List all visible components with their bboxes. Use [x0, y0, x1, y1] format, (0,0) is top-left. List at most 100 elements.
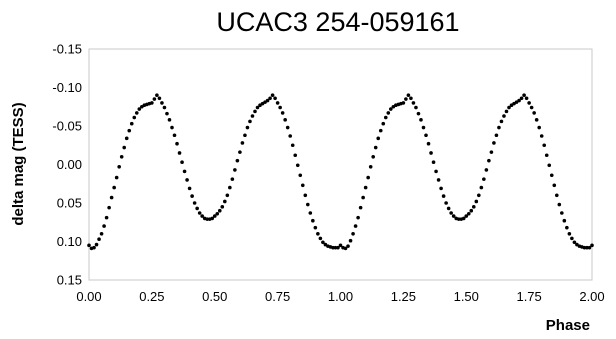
data-point: [253, 109, 257, 114]
data-point: [290, 143, 295, 148]
data-point: [104, 215, 109, 220]
data-point: [381, 121, 386, 126]
data-point: [331, 245, 335, 250]
data-point: [197, 211, 202, 215]
data-point: [283, 118, 287, 122]
data-point: [165, 111, 169, 116]
data-point: [275, 101, 280, 105]
data-point: [97, 237, 101, 241]
data-point: [346, 244, 350, 248]
data-point: [117, 165, 121, 169]
data-point: [167, 118, 172, 122]
data-point: [466, 211, 471, 216]
chart-title: UCAC3 254-059161: [216, 7, 459, 37]
data-point: [172, 133, 177, 138]
data-point: [484, 168, 489, 172]
plot-area-frame: [88, 48, 593, 281]
data-point: [560, 211, 564, 215]
x-tick-label: 0.25: [139, 289, 164, 304]
y-tick-label: -0.15: [52, 42, 82, 57]
data-point: [424, 133, 428, 138]
x-tick-label: 0.50: [202, 289, 227, 304]
data-point: [351, 232, 355, 236]
data-point: [132, 115, 137, 120]
data-point: [449, 211, 453, 215]
data-point: [477, 193, 481, 198]
data-point: [487, 158, 491, 163]
data-point: [268, 96, 272, 101]
data-point: [439, 186, 443, 191]
data-point: [587, 245, 592, 250]
data-point: [494, 133, 499, 138]
x-tick-label: 2.00: [579, 289, 604, 304]
data-point: [230, 177, 235, 181]
data-point: [436, 178, 441, 182]
data-point: [492, 141, 496, 145]
data-point: [547, 163, 552, 168]
data-point: [361, 195, 365, 200]
data-point: [499, 119, 504, 124]
data-point: [107, 205, 111, 210]
data-point: [278, 105, 282, 110]
data-point: [366, 175, 370, 180]
data-point: [406, 93, 411, 97]
data-point: [92, 245, 96, 250]
data-point: [497, 125, 501, 130]
data-point: [446, 206, 451, 211]
data-point: [270, 93, 275, 97]
data-point: [562, 218, 567, 223]
data-point: [162, 105, 167, 110]
data-point: [522, 93, 526, 97]
data-point: [190, 194, 194, 198]
data-point: [114, 175, 119, 180]
data-point: [471, 205, 476, 209]
data-point: [250, 114, 255, 118]
data-points: [87, 93, 594, 251]
data-point: [124, 136, 129, 141]
x-tick-label: 1.75: [516, 289, 541, 304]
data-point: [461, 216, 466, 221]
data-point: [469, 208, 474, 213]
data-point: [122, 145, 127, 150]
data-point: [170, 125, 174, 130]
data-point: [338, 243, 343, 248]
data-point: [127, 128, 132, 133]
data-point: [160, 101, 164, 105]
y-axis-ticks: -0.15 -0.10 -0.05 0.00 0.05 0.10 0.15: [52, 42, 82, 288]
data-point: [426, 141, 431, 146]
data-point: [210, 216, 215, 221]
x-tick-label: 1.50: [454, 289, 479, 304]
data-point: [215, 211, 220, 216]
data-point: [212, 214, 217, 218]
data-point: [200, 214, 204, 218]
data-point: [368, 165, 373, 169]
data-point: [129, 121, 134, 126]
data-point: [585, 245, 589, 250]
data-point: [542, 143, 547, 148]
data-point: [524, 96, 529, 101]
data-point: [456, 217, 461, 221]
data-point: [195, 206, 199, 211]
data-point: [409, 96, 413, 101]
data-point: [572, 240, 577, 245]
data-point: [255, 105, 260, 110]
data-point: [389, 107, 393, 111]
data-point: [544, 153, 549, 158]
y-tick-label: -0.05: [52, 119, 82, 134]
x-tick-label: 1.25: [391, 289, 416, 304]
data-point: [192, 201, 197, 205]
y-tick-label: 0.10: [57, 234, 82, 249]
data-point: [180, 160, 184, 164]
data-point: [223, 199, 227, 204]
data-point: [94, 242, 99, 247]
data-point: [444, 201, 448, 205]
data-point: [441, 194, 446, 198]
data-point: [411, 101, 416, 105]
data-point: [265, 98, 270, 103]
data-point: [248, 119, 252, 124]
data-point: [502, 114, 506, 118]
data-point: [333, 245, 338, 250]
data-point: [228, 185, 232, 190]
y-tick-label: 0.00: [57, 157, 82, 172]
